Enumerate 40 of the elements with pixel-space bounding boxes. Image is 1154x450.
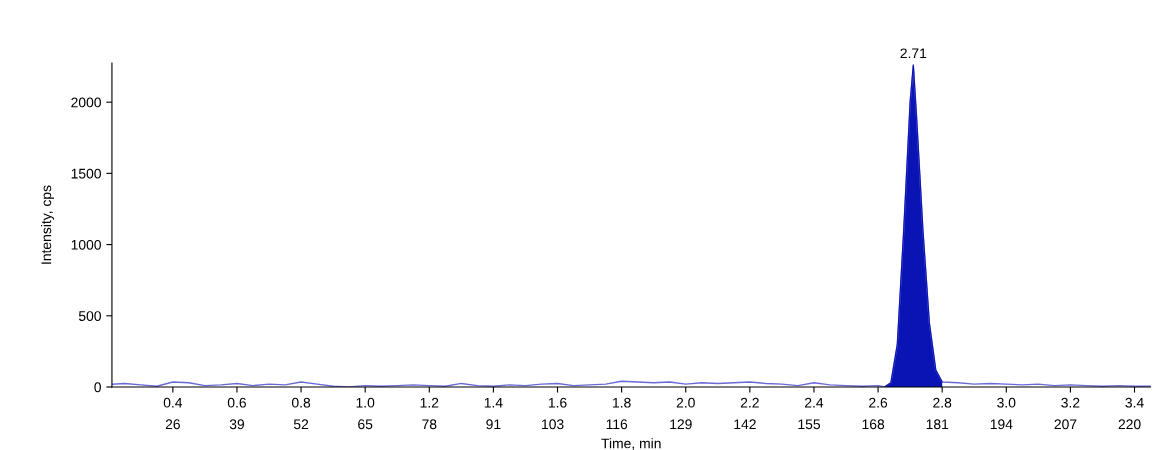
x2-tick-label: 142: [734, 419, 756, 430]
x-tick-label: 2.0: [676, 397, 695, 408]
x2-tick-label: 52: [293, 419, 309, 430]
annotation: 2.71: [900, 48, 927, 59]
x2-tick-label: 181: [926, 419, 949, 430]
x2-tick-label: 65: [358, 419, 373, 430]
y-tick-label: 500: [78, 311, 101, 321]
x-tick-label: 0.4: [163, 397, 183, 408]
x-tick-label: 2.6: [869, 397, 888, 408]
x2-tick-label: 155: [798, 419, 821, 430]
x2-tick-label: 168: [862, 419, 885, 430]
y-tick-label: 0: [94, 382, 101, 393]
x2-tick-label: 39: [229, 419, 245, 430]
x-tick-label: 0.6: [227, 397, 246, 408]
x2-tick-label: 78: [422, 419, 437, 430]
x-tick-label: 1.4: [484, 397, 503, 408]
x-tick-label: 2.4: [805, 397, 824, 408]
x2-tick-label: 26: [165, 419, 180, 430]
x2-tick-label: 129: [670, 419, 692, 430]
x-tick-label: 1.6: [548, 397, 567, 408]
x-tick-label: 1.2: [420, 397, 439, 408]
x2-tick-label: 91: [486, 419, 501, 430]
x-axis-title: Time, min: [601, 438, 661, 450]
x-tick-label: 2.8: [933, 397, 952, 408]
x2-tick-label: 220: [1118, 419, 1141, 430]
x-tick-label: 3.2: [1061, 397, 1080, 408]
y-axis-title: Intensity, cps: [41, 185, 54, 264]
x-tick-label: 0.8: [291, 397, 311, 408]
y-tick-label: 1000: [71, 239, 101, 250]
x2-tick-label: 116: [606, 419, 628, 430]
x-tick-label: 1.0: [356, 397, 375, 408]
x2-tick-label: 194: [990, 419, 1013, 430]
x-tick-label: 1.8: [613, 397, 631, 408]
y-tick-label: 2000: [71, 97, 101, 108]
x-tick-label: 2.2: [740, 397, 759, 408]
x-tick-label: 3.4: [1125, 397, 1144, 408]
x2-tick-label: 207: [1054, 419, 1077, 430]
y-tick-label: 1500: [71, 168, 101, 179]
x2-tick-label: 103: [542, 419, 564, 430]
x-tick-label: 3.0: [997, 397, 1016, 408]
